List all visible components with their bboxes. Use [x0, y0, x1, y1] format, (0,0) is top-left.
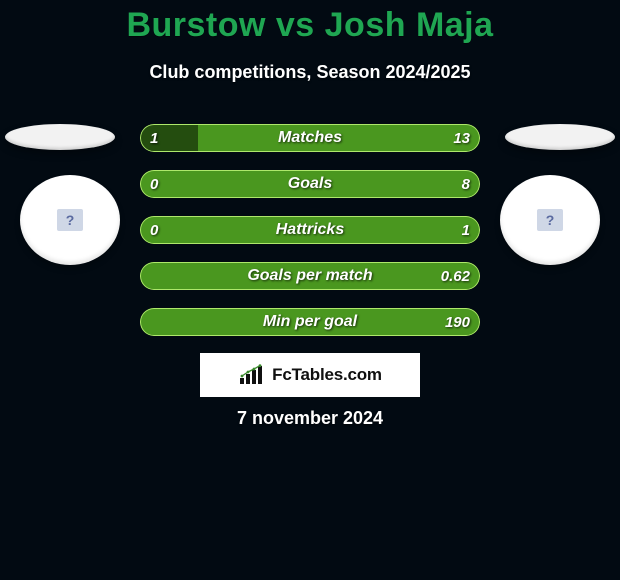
stat-row: 0 Hattricks 1: [140, 216, 480, 244]
subtitle: Club competitions, Season 2024/2025: [0, 62, 620, 83]
bar-right-fill: [140, 216, 480, 244]
watermark: FcTables.com: [200, 353, 420, 397]
placeholder-label: ?: [546, 212, 555, 228]
comparison-infographic: Burstow vs Josh Maja Club competitions, …: [0, 0, 620, 580]
snapshot-date: 7 november 2024: [0, 408, 620, 429]
player-right-shadow: [505, 124, 615, 150]
watermark-text: FcTables.com: [272, 365, 382, 385]
bar-right-fill: [198, 124, 480, 152]
player-left-avatar: ?: [20, 175, 120, 265]
bar-right-fill: [140, 170, 480, 198]
player-left-shadow: [5, 124, 115, 150]
bars-icon: [238, 364, 266, 386]
page-title: Burstow vs Josh Maja: [0, 6, 620, 45]
player-right-avatar: ?: [500, 175, 600, 265]
stat-row: 0 Goals 8: [140, 170, 480, 198]
bar-right-fill: [140, 262, 480, 290]
stat-row: Min per goal 190: [140, 308, 480, 336]
placeholder-icon: ?: [537, 209, 563, 231]
bar-left-fill: [140, 124, 198, 152]
stat-bars: 1 Matches 13 0 Goals 8 0 Hattricks 1: [140, 124, 480, 354]
bar-right-fill: [140, 308, 480, 336]
placeholder-icon: ?: [57, 209, 83, 231]
placeholder-label: ?: [66, 212, 75, 228]
stat-row: 1 Matches 13: [140, 124, 480, 152]
stat-row: Goals per match 0.62: [140, 262, 480, 290]
